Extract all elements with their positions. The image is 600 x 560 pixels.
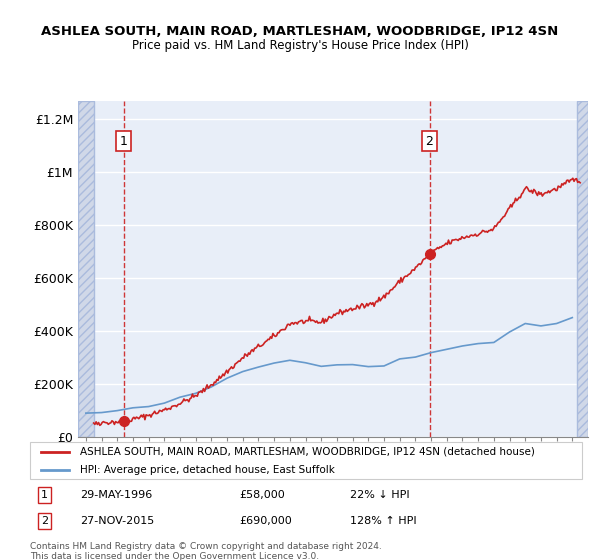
Text: ASHLEA SOUTH, MAIN ROAD, MARTLESHAM, WOODBRIDGE, IP12 4SN (detached house): ASHLEA SOUTH, MAIN ROAD, MARTLESHAM, WOO…	[80, 446, 535, 456]
Text: 22% ↓ HPI: 22% ↓ HPI	[350, 490, 410, 500]
FancyBboxPatch shape	[30, 442, 582, 479]
Text: HPI: Average price, detached house, East Suffolk: HPI: Average price, detached house, East…	[80, 465, 335, 475]
Text: 27-NOV-2015: 27-NOV-2015	[80, 516, 154, 526]
Text: 29-MAY-1996: 29-MAY-1996	[80, 490, 152, 500]
Text: 1: 1	[41, 490, 48, 500]
Bar	[577, 101, 588, 437]
Text: 1: 1	[119, 134, 127, 148]
Text: Contains HM Land Registry data © Crown copyright and database right 2024.
This d: Contains HM Land Registry data © Crown c…	[30, 542, 382, 560]
Text: Price paid vs. HM Land Registry's House Price Index (HPI): Price paid vs. HM Land Registry's House …	[131, 39, 469, 52]
Text: 2: 2	[425, 134, 433, 148]
Text: £690,000: £690,000	[240, 516, 293, 526]
Text: 128% ↑ HPI: 128% ↑ HPI	[350, 516, 417, 526]
Text: 2: 2	[41, 516, 48, 526]
Text: ASHLEA SOUTH, MAIN ROAD, MARTLESHAM, WOODBRIDGE, IP12 4SN: ASHLEA SOUTH, MAIN ROAD, MARTLESHAM, WOO…	[41, 25, 559, 38]
Bar	[78, 101, 94, 437]
Text: £58,000: £58,000	[240, 490, 286, 500]
